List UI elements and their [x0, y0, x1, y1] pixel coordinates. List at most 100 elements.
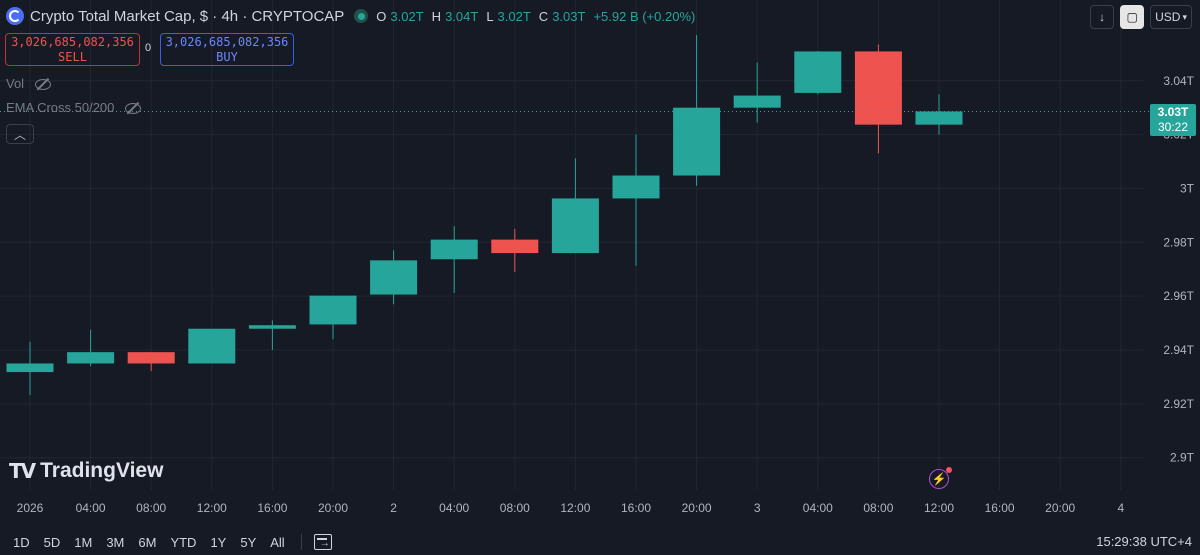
collapse-legend-button[interactable]: ︿ — [6, 124, 34, 144]
clock[interactable]: 15:29:38 UTC+4 — [1096, 534, 1192, 549]
sell-label: SELL — [58, 50, 87, 64]
y-tick-label: 2.98T — [1163, 235, 1194, 249]
toolbar-divider — [300, 534, 302, 550]
candle-up — [915, 111, 963, 125]
lightning-icon[interactable]: ⚡ — [929, 467, 952, 489]
tradingview-logo-icon: TV — [9, 459, 36, 483]
ema-label: EMA Cross 50/200 — [6, 100, 115, 115]
ema-legend[interactable]: EMA Cross 50/200 — [6, 100, 142, 115]
open-value: 3.02T — [390, 8, 424, 24]
crypto-coin-icon — [6, 7, 24, 25]
market-status-icon[interactable] — [354, 9, 369, 23]
range-all[interactable]: All — [270, 534, 285, 550]
volume-legend[interactable]: Vol — [6, 76, 52, 91]
bar-countdown: 30:22 — [1157, 120, 1189, 134]
x-tick-label: 20:00 — [682, 501, 712, 515]
x-tick-label: 08:00 — [863, 501, 893, 515]
current-price: 3.03T — [1157, 105, 1189, 119]
range-5d[interactable]: 5D — [43, 534, 61, 550]
x-tick-label: 4 — [1117, 501, 1124, 515]
fullscreen-button[interactable]: ▢ — [1120, 5, 1145, 29]
buy-price: 3,026,685,082,356 — [165, 35, 289, 49]
spread-value: 0 — [145, 42, 152, 54]
candle-up — [370, 260, 418, 295]
buy-button[interactable]: 3,026,685,082,356 BUY — [160, 33, 294, 66]
candle-up — [309, 295, 357, 325]
tradingview-logo[interactable]: TV TradingView — [9, 459, 163, 483]
y-tick-label: 2.96T — [1163, 289, 1194, 303]
x-tick-label: 16:00 — [985, 501, 1015, 515]
x-tick-label: 2 — [390, 501, 397, 515]
range-5y[interactable]: 5Y — [240, 534, 257, 550]
hidden-eye-icon[interactable] — [124, 102, 142, 114]
currency-label: USD — [1155, 10, 1181, 24]
x-tick-label: 16:00 — [621, 501, 651, 515]
candle-up — [794, 51, 842, 93]
candle-down — [491, 239, 539, 254]
y-tick-label: 3T — [1180, 181, 1195, 195]
x-tick-label: 2026 — [17, 501, 44, 515]
x-tick-label: 04:00 — [439, 501, 469, 515]
range-6m[interactable]: 6M — [138, 534, 157, 550]
y-tick-label: 2.94T — [1163, 343, 1194, 357]
x-tick-label: 08:00 — [136, 501, 166, 515]
close-value: 3.03T — [552, 8, 586, 24]
open-key: O — [376, 8, 387, 24]
low-key: L — [486, 8, 494, 24]
download-button[interactable]: ↓ — [1090, 5, 1115, 29]
candle-up — [6, 363, 54, 373]
current-price-label: 3.03T 30:22 — [1150, 104, 1196, 136]
tradingview-logo-text: TradingView — [40, 459, 164, 482]
arrow-down-icon: ↓ — [1099, 10, 1106, 24]
candle-up — [673, 107, 721, 176]
candle-up — [188, 328, 236, 364]
change-value: +5.92 B (+0.20%) — [593, 8, 696, 24]
candle-up — [67, 352, 115, 364]
x-tick-label: 20:00 — [318, 501, 348, 515]
x-tick-label: 04:00 — [76, 501, 106, 515]
range-3m[interactable]: 3M — [106, 534, 125, 550]
candle-down — [854, 51, 902, 125]
sell-price: 3,026,685,082,356 — [11, 35, 134, 49]
top-right-toolbar: ↓ ▢ USD ▾ — [1090, 5, 1192, 29]
range-ytd[interactable]: YTD — [170, 534, 197, 550]
fullscreen-icon: ▢ — [1126, 10, 1138, 24]
sell-button[interactable]: 3,026,685,082,356 SELL — [5, 33, 140, 66]
y-tick-label: 2.92T — [1163, 397, 1194, 411]
currency-select[interactable]: USD ▾ — [1150, 5, 1192, 29]
range-1y[interactable]: 1Y — [210, 534, 227, 550]
hidden-eye-icon[interactable] — [34, 78, 52, 90]
bottom-toolbar: 1D 5D 1M 3M 6M YTD 1Y 5Y All 15:29:38 UT… — [0, 529, 1200, 555]
ohlc-values: O 3.02T H 3.04T L 3.02T C 3.03T +5.92 B (+0.… — [376, 9, 699, 24]
x-tick-label: 12:00 — [560, 501, 590, 515]
range-1m[interactable]: 1M — [74, 534, 93, 550]
range-1d[interactable]: 1D — [13, 534, 30, 550]
x-tick-label: 12:00 — [924, 501, 954, 515]
candle-up — [551, 198, 599, 254]
x-axis: 2026 04:00 08:00 12:00 16:00 20:00 2 04:00 08:00… — [17, 501, 1125, 515]
x-tick-label: 20:00 — [1045, 501, 1075, 515]
go-to-date-icon[interactable] — [313, 534, 332, 550]
close-key: C — [538, 8, 549, 24]
candle-up — [612, 175, 660, 199]
volume-label: Vol — [6, 76, 25, 91]
x-tick-label: 16:00 — [257, 501, 287, 515]
candle-up — [733, 95, 781, 108]
x-tick-label: 04:00 — [803, 501, 833, 515]
low-value: 3.02T — [497, 8, 531, 24]
symbol-title[interactable]: Crypto Total Market Cap, $ · 4h · CRYPTO… — [30, 7, 345, 25]
candle-up — [430, 239, 478, 260]
candle-up — [248, 325, 296, 329]
x-tick-label: 08:00 — [500, 501, 530, 515]
high-key: H — [431, 8, 442, 24]
buy-label: BUY — [216, 50, 238, 64]
y-tick-label: 3.04T — [1163, 74, 1194, 88]
x-tick-label: 12:00 — [197, 501, 227, 515]
candles — [6, 35, 963, 396]
y-tick-label: 2.9T — [1170, 451, 1195, 465]
x-tick-label: 3 — [754, 501, 761, 515]
chevron-up-icon: ︿ — [13, 127, 26, 142]
chevron-down-icon: ▾ — [1182, 11, 1187, 22]
